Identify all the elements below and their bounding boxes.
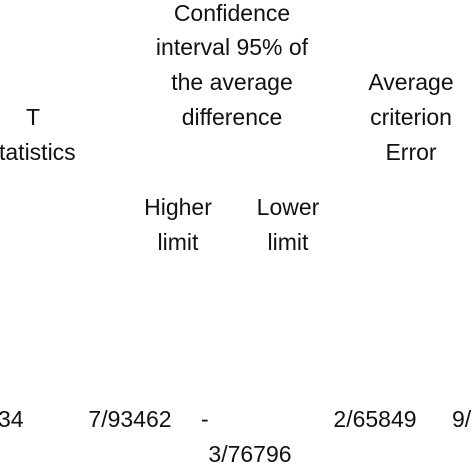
header-cell: tatistics — [0, 139, 76, 165]
header-cell: the average — [171, 69, 293, 95]
header-cell: Confidence — [173, 0, 291, 26]
table-cell: 2/65849 — [333, 406, 417, 432]
table-cell: 7/93462 — [88, 406, 172, 432]
header-cell: limit — [157, 229, 199, 255]
header-cell: Error — [385, 139, 437, 165]
header-cell: Higher — [144, 194, 212, 220]
header-cell: difference — [181, 104, 283, 130]
table-cell: 34 — [0, 406, 24, 432]
header-cell: criterion — [370, 104, 452, 130]
header-cell: Lower — [256, 194, 320, 220]
header-cell: T — [25, 104, 41, 130]
table-cell: 3/76796 — [208, 441, 292, 467]
header-cell: limit — [267, 229, 309, 255]
header-cell: Average — [368, 69, 454, 95]
table-cell: 9/ — [452, 406, 472, 432]
table-cell: - — [201, 406, 209, 432]
header-cell: interval 95% of — [155, 34, 309, 60]
